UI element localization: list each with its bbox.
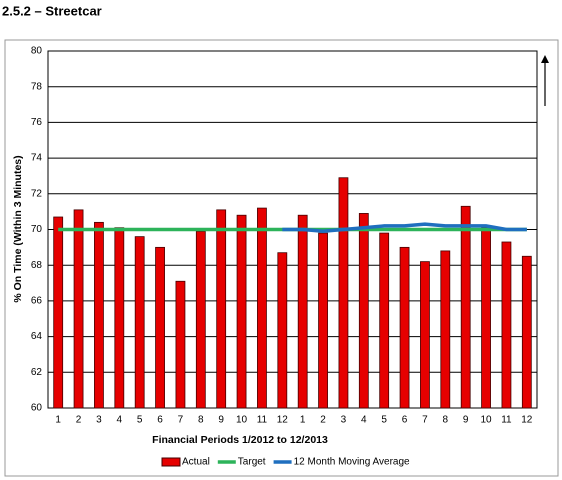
y-tick-label: 62 <box>31 367 43 378</box>
x-tick-label: 12 <box>277 415 289 426</box>
bar <box>318 232 328 409</box>
arrow-head <box>541 55 549 63</box>
chart-title: 2.5.2 – Streetcar <box>2 3 102 18</box>
x-tick-label: 8 <box>198 415 204 426</box>
y-tick-label: 76 <box>31 117 43 128</box>
bar <box>94 221 104 409</box>
bar <box>399 246 410 409</box>
bar <box>73 209 84 409</box>
bar <box>53 216 64 409</box>
x-tick-label: 11 <box>257 415 268 426</box>
y-axis-title: % On Time (Within 3 Minutes) <box>12 155 24 302</box>
legend-swatch <box>161 457 181 467</box>
x-tick-label: 6 <box>157 415 163 426</box>
bar <box>460 205 471 409</box>
y-tick-label: 74 <box>31 153 43 164</box>
bar <box>440 250 451 409</box>
x-tick-label: 7 <box>178 415 184 426</box>
y-tick-label: 66 <box>31 296 43 307</box>
y-tick-label: 68 <box>31 260 43 271</box>
y-tick-label: 80 <box>31 46 43 57</box>
x-tick-label: 11 <box>501 415 512 426</box>
x-tick-label: 6 <box>402 415 408 426</box>
bar <box>277 252 288 409</box>
bar <box>195 230 206 409</box>
legend-label: Actual <box>182 457 210 468</box>
x-tick-label: 7 <box>422 415 428 426</box>
bar <box>358 213 369 409</box>
bar <box>114 227 125 409</box>
x-tick-label: 9 <box>218 415 224 426</box>
bar <box>481 227 491 409</box>
bar <box>338 177 349 409</box>
y-tick-label: 64 <box>31 331 43 342</box>
bar <box>297 214 308 409</box>
x-tick-label: 10 <box>236 415 248 426</box>
x-tick-label: 2 <box>320 415 326 426</box>
x-tick-label: 8 <box>443 415 449 426</box>
y-tick-label: 72 <box>31 188 43 199</box>
x-tick-label: 12 <box>521 415 533 426</box>
bar <box>216 209 227 409</box>
x-tick-label: 1 <box>300 415 306 426</box>
bar <box>175 280 186 409</box>
x-tick-label: 9 <box>463 415 469 426</box>
bar <box>155 246 165 409</box>
x-tick-label: 5 <box>381 415 387 426</box>
x-tick-label: 5 <box>137 415 143 426</box>
bar <box>521 255 532 409</box>
x-axis-title: Financial Periods 1/2012 to 12/2013 <box>152 434 328 446</box>
legend-label: 12 Month Moving Average <box>294 457 410 468</box>
bar <box>257 207 267 409</box>
bar <box>134 236 145 409</box>
x-tick-label: 3 <box>341 415 347 426</box>
x-tick-label: 10 <box>481 415 493 426</box>
x-tick-label: 4 <box>361 415 367 426</box>
bar <box>236 214 247 409</box>
y-tick-label: 78 <box>31 81 43 92</box>
line-series <box>282 222 527 234</box>
bar <box>420 261 430 409</box>
bar <box>501 241 512 409</box>
x-tick-label: 1 <box>55 415 61 426</box>
x-tick-label: 2 <box>76 415 82 426</box>
y-tick-label: 70 <box>31 224 43 235</box>
bar <box>379 232 390 409</box>
x-tick-label: 3 <box>96 415 102 426</box>
y-tick-label: 60 <box>31 403 43 414</box>
x-tick-label: 4 <box>117 415 123 426</box>
legend-label: Target <box>238 457 266 468</box>
